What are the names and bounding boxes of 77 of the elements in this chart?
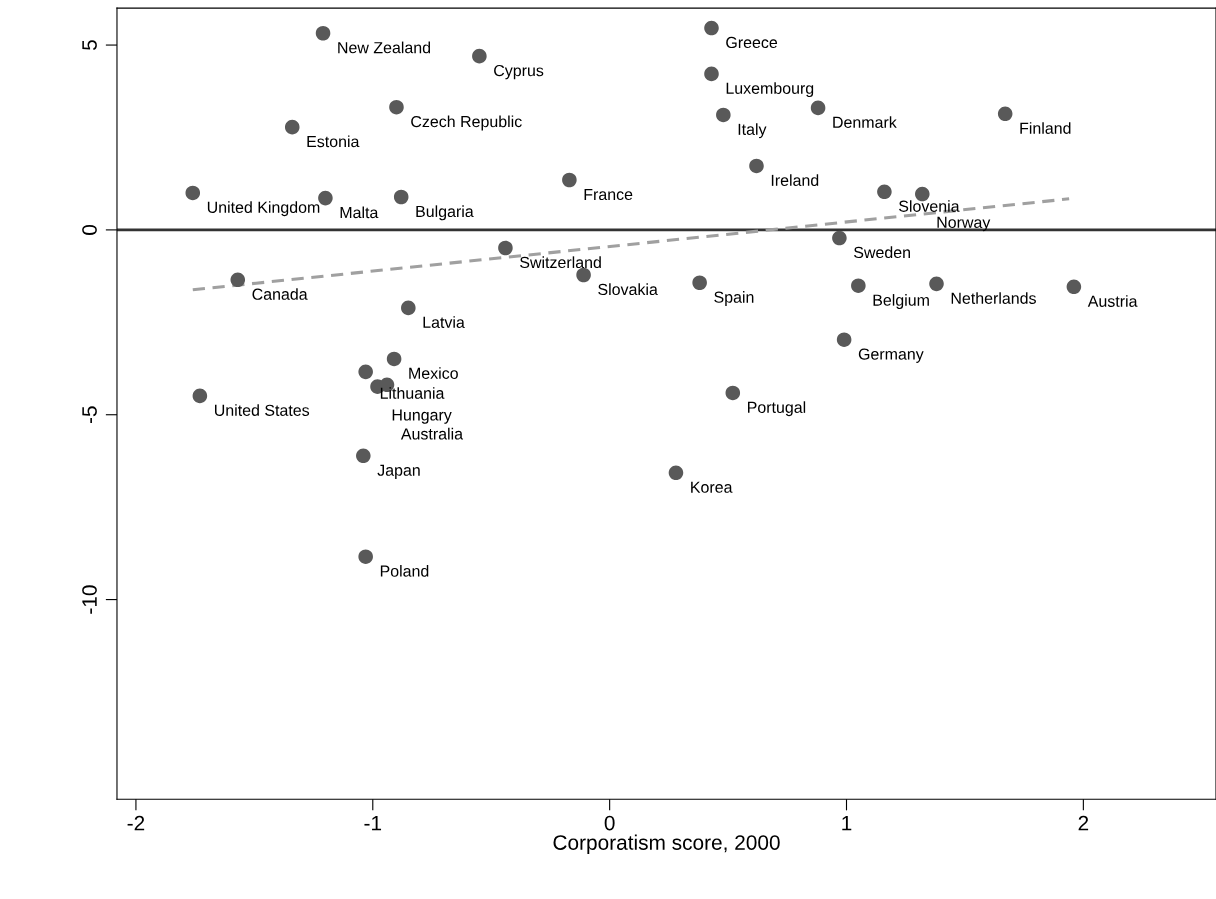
annotation: Slovenia [899,200,960,212]
annotation: Latvia [423,316,465,328]
point [692,275,707,291]
point [358,549,373,564]
annotation: Hungary [392,409,452,424]
x-tick-label: -1 [364,815,382,831]
point [284,119,300,135]
point [877,184,892,200]
annotation: Austria [1087,295,1138,307]
y-tick-label: 0 [82,224,97,235]
annotation: Luxembourg [726,82,814,98]
point [704,66,719,82]
annotation: Sweden [854,246,910,259]
annotation: Greece [726,36,778,49]
point [851,278,866,294]
annotation: Norway [937,216,991,232]
x-axis-title: Corporatism score, 2000 [553,834,780,855]
point [185,185,201,201]
annotation: Ireland [771,174,819,187]
annotation: Malta [340,206,379,219]
point [836,332,852,347]
annotation: Belgium [873,294,929,309]
point [668,465,684,481]
point [401,300,416,316]
y-tick-label: 5 [82,40,97,51]
annotation: Germany [858,348,924,363]
annotation: Denmark [833,116,897,128]
annotation: Netherlands [951,292,1036,304]
annotation: United States [215,404,310,416]
y-tick-label: -10 [82,585,97,614]
point [389,99,404,115]
point [393,189,409,205]
point [356,448,371,464]
annotation: Korea [691,481,733,493]
x-tick-label: 0 [604,815,615,831]
annotation: Italy [738,123,767,139]
annotation: Australia [400,427,464,440]
annotation: Estonia [307,135,360,148]
point [810,100,826,116]
point [749,158,764,174]
annotation: Finland [1020,122,1071,134]
point [704,20,719,36]
point [929,276,944,292]
point [498,240,513,256]
point [192,388,208,404]
point [472,48,487,64]
annotation: Japan [377,464,420,479]
point [315,25,331,41]
annotation: Portugal [748,401,806,417]
annotation: New Zealand [338,41,431,54]
point [230,272,246,288]
point [832,230,847,246]
annotation: Czech Republic [411,115,522,131]
annotation: Poland [380,565,429,577]
annotation: United Kingdom [207,201,320,217]
annotation: France [584,188,633,201]
point [386,351,402,367]
point [997,106,1013,122]
point [716,107,731,123]
annotation: Canada [252,288,308,300]
annotation: Mexico [409,367,458,379]
x-tick-label: 1 [842,815,852,831]
point [576,267,591,283]
y-tick-label: -5 [82,406,97,424]
annotation: Bulgaria [416,205,474,221]
annotation: Spain [714,291,754,306]
x-tick-label: -2 [127,815,145,831]
annotation: Lithuania [380,387,445,399]
point [1066,279,1082,295]
point [562,172,577,188]
point [725,385,741,401]
annotation: Switzerland [520,256,601,269]
annotation: Slovakia [598,283,658,296]
x-tick-label: 2 [1078,815,1089,831]
point [358,364,373,380]
point [318,190,333,206]
annotation: Cyprus [494,64,544,80]
